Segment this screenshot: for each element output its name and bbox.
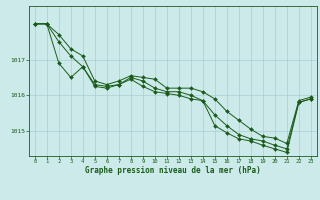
X-axis label: Graphe pression niveau de la mer (hPa): Graphe pression niveau de la mer (hPa) <box>85 166 261 175</box>
